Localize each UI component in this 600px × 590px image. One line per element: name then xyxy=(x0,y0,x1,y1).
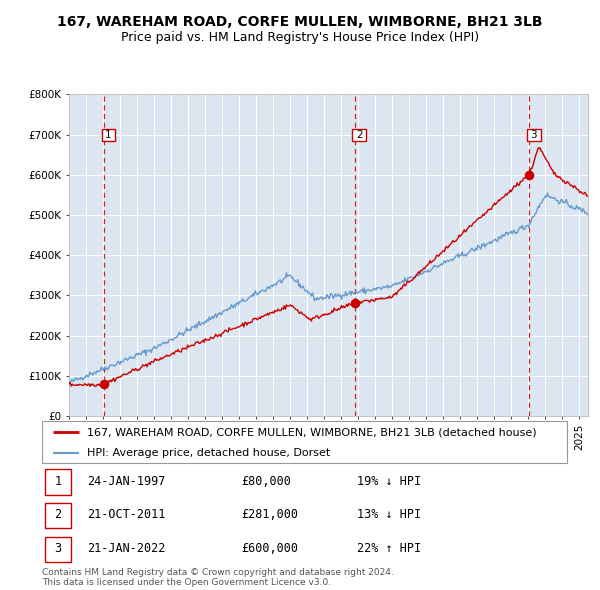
Text: £281,000: £281,000 xyxy=(241,508,299,522)
FancyBboxPatch shape xyxy=(352,129,366,140)
FancyBboxPatch shape xyxy=(42,421,567,463)
Text: 167, WAREHAM ROAD, CORFE MULLEN, WIMBORNE, BH21 3LB (detached house): 167, WAREHAM ROAD, CORFE MULLEN, WIMBORN… xyxy=(86,427,536,437)
Text: £600,000: £600,000 xyxy=(241,542,299,555)
Point xyxy=(100,379,109,389)
Text: HPI: Average price, detached house, Dorset: HPI: Average price, detached house, Dors… xyxy=(86,448,330,457)
Text: 13% ↓ HPI: 13% ↓ HPI xyxy=(357,508,421,522)
Text: 2: 2 xyxy=(54,508,61,522)
FancyBboxPatch shape xyxy=(101,129,115,140)
Text: £80,000: £80,000 xyxy=(241,474,292,488)
Text: Contains HM Land Registry data © Crown copyright and database right 2024.
This d: Contains HM Land Registry data © Crown c… xyxy=(42,568,394,587)
Point xyxy=(524,170,534,179)
Text: 1: 1 xyxy=(54,474,61,488)
Text: 19% ↓ HPI: 19% ↓ HPI xyxy=(357,474,421,488)
Text: Price paid vs. HM Land Registry's House Price Index (HPI): Price paid vs. HM Land Registry's House … xyxy=(121,31,479,44)
Text: 1: 1 xyxy=(105,130,112,140)
FancyBboxPatch shape xyxy=(44,470,71,495)
Text: 167, WAREHAM ROAD, CORFE MULLEN, WIMBORNE, BH21 3LB: 167, WAREHAM ROAD, CORFE MULLEN, WIMBORN… xyxy=(57,15,543,29)
Text: 24-JAN-1997: 24-JAN-1997 xyxy=(86,474,165,488)
Point xyxy=(350,299,360,308)
Text: 2: 2 xyxy=(356,130,362,140)
FancyBboxPatch shape xyxy=(44,537,71,562)
Text: 21-OCT-2011: 21-OCT-2011 xyxy=(86,508,165,522)
Text: 22% ↑ HPI: 22% ↑ HPI xyxy=(357,542,421,555)
Text: 21-JAN-2022: 21-JAN-2022 xyxy=(86,542,165,555)
FancyBboxPatch shape xyxy=(527,129,541,140)
FancyBboxPatch shape xyxy=(44,503,71,529)
Text: 3: 3 xyxy=(54,542,61,555)
Text: 3: 3 xyxy=(530,130,537,140)
